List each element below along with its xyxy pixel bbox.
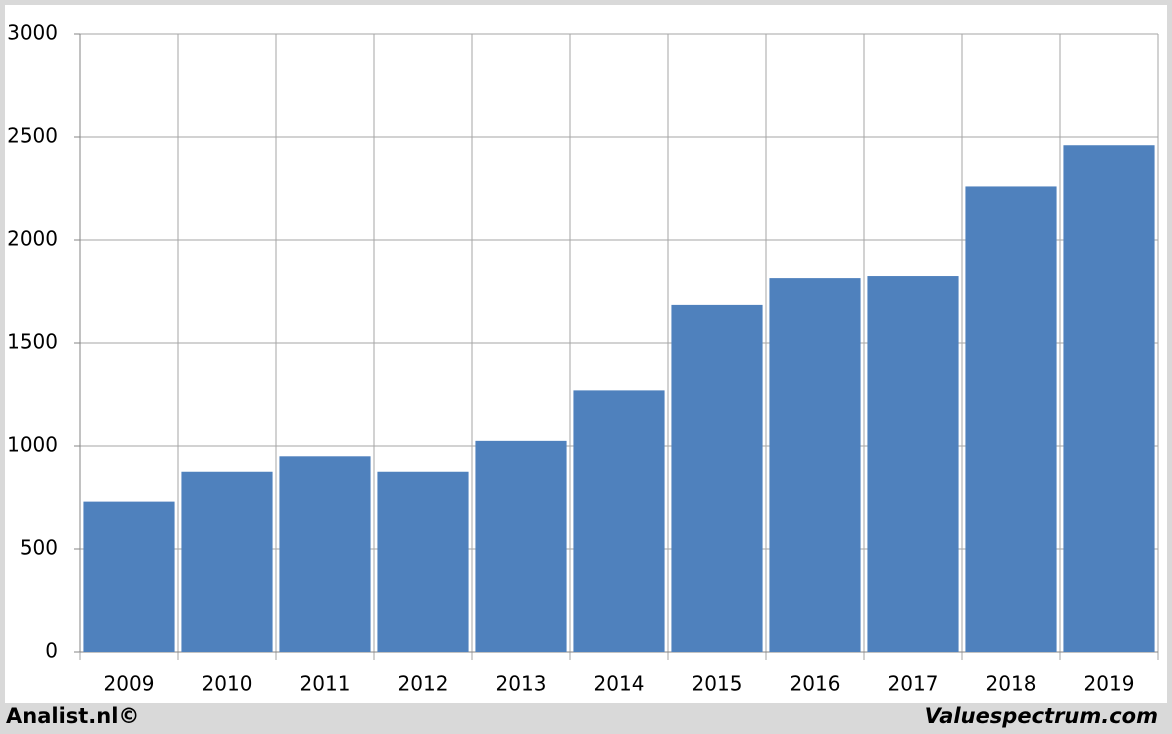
bar xyxy=(867,276,959,652)
x-tick-label: 2012 xyxy=(398,672,449,696)
y-tick-label: 3000 xyxy=(7,21,58,45)
y-tick-label: 2000 xyxy=(7,227,58,251)
bar xyxy=(1063,145,1155,653)
x-tick-label: 2013 xyxy=(496,672,547,696)
bar xyxy=(769,278,861,652)
x-tick-label: 2015 xyxy=(692,672,743,696)
x-tick-label: 2014 xyxy=(594,672,645,696)
x-tick-label: 2016 xyxy=(790,672,841,696)
x-tick-label: 2010 xyxy=(202,672,253,696)
bar xyxy=(279,456,371,652)
y-tick-label: 2500 xyxy=(7,124,58,148)
source-left: Analist.nl© xyxy=(6,704,139,728)
source-right: Valuespectrum.com xyxy=(925,704,1158,728)
x-tick-label: 2011 xyxy=(300,672,351,696)
y-tick-label: 1000 xyxy=(7,433,58,457)
bar xyxy=(573,390,665,652)
bar xyxy=(475,440,567,652)
x-tick-label: 2017 xyxy=(888,672,939,696)
bar xyxy=(965,186,1057,652)
bar xyxy=(83,501,175,652)
bar xyxy=(671,304,763,652)
bar xyxy=(377,471,469,652)
y-tick-label: 1500 xyxy=(7,330,58,354)
x-tick-label: 2019 xyxy=(1084,672,1135,696)
bar xyxy=(181,471,273,652)
y-tick-label: 0 xyxy=(45,639,58,663)
x-tick-label: 2009 xyxy=(104,672,155,696)
x-tick-label: 2018 xyxy=(986,672,1037,696)
y-tick-label: 500 xyxy=(20,536,58,560)
